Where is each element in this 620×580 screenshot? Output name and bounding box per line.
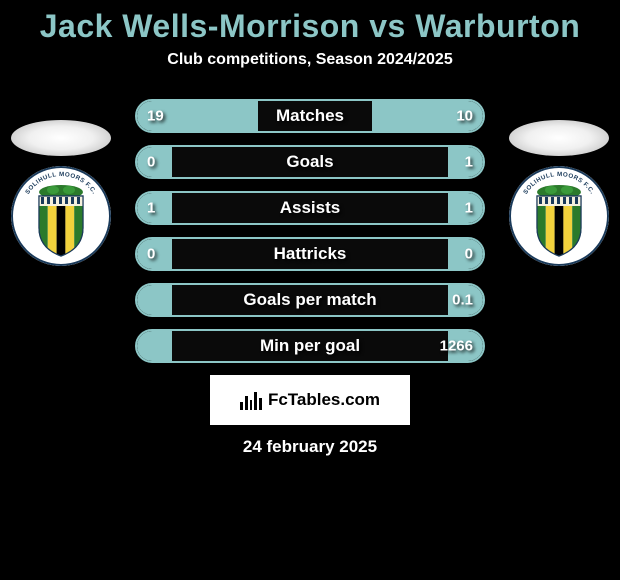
left-player-block: SOLIHULL MOORS F.C. [6,120,116,266]
right-player-block: SOLIHULL MOORS F.C. [504,120,614,266]
chart-icon-bar [254,392,257,410]
bar-label: Matches [135,106,485,126]
bar-value-left: 19 [147,108,164,125]
bar-label: Goals per match [135,290,485,310]
chart-icon-bar [245,396,248,410]
snapshot-date: 24 february 2025 [0,437,620,457]
page-title: Jack Wells-Morrison vs Warburton [0,8,620,45]
left-player-avatar [11,120,111,156]
bar-row: Hattricks0 0 [135,237,485,271]
bar-label: Min per goal [135,336,485,356]
bar-label: Assists [135,198,485,218]
bar-row: Assists1 1 [135,191,485,225]
chart-icon-bar [240,402,243,410]
bar-value-right: 10 [456,108,473,125]
comparison-bars: Matches1910Goals01Assists11Hattricks00Go… [135,99,485,363]
left-club-crest: SOLIHULL MOORS F.C. [11,166,111,266]
bar-row: Goals per match0.1 [135,283,485,317]
bar-value-left: 0 [147,246,155,263]
watermark: FcTables.com [210,375,410,425]
bar-value-right: 1 [465,200,473,217]
chart-icon-bar [259,398,262,410]
bar-value-right: 1266 [440,338,473,355]
bar-row: Min per goal1266 [135,329,485,363]
bar-label: Goals [135,152,485,172]
bar-value-right: 0 [465,246,473,263]
right-player-avatar [509,120,609,156]
bar-value-right: 1 [465,154,473,171]
bar-value-left: 0 [147,154,155,171]
bar-row: Matches19 10 [135,99,485,133]
chart-icon [240,390,262,410]
bar-value-right: 0.1 [452,292,473,309]
bar-row: Goals0 1 [135,145,485,179]
right-club-crest: SOLIHULL MOORS F.C. [509,166,609,266]
bar-label: Hattricks [135,244,485,264]
chart-icon-bar [250,400,253,410]
watermark-text: FcTables.com [268,390,380,410]
subtitle: Club competitions, Season 2024/2025 [0,51,620,69]
bar-value-left: 1 [147,200,155,217]
